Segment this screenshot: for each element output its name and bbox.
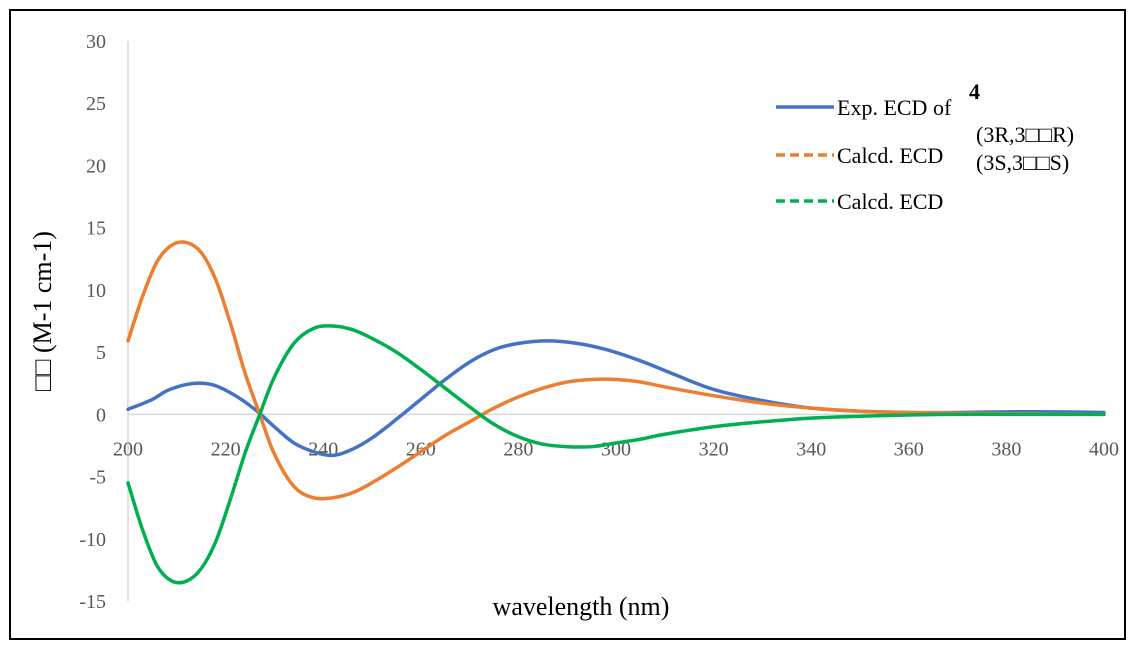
legend-label: Calcd. ECD bbox=[837, 189, 943, 214]
chart-frame: -15 -10 -5 0 5 10 15 20 25 30 200 220 240 260 280 300 32… bbox=[9, 9, 1126, 640]
legend-label: Exp. ECD of bbox=[837, 95, 952, 120]
legend-label: Calcd. ECD bbox=[837, 143, 943, 168]
x-tick-label: 200 bbox=[113, 438, 143, 460]
y-axis-title: □□ (M-1 cm-1) bbox=[28, 231, 57, 391]
y-tick-label: -5 bbox=[89, 467, 106, 489]
legend-config-3s: (3S,3□□S) bbox=[976, 150, 1069, 175]
y-tick-label: -15 bbox=[79, 591, 106, 613]
y-tick-label: 5 bbox=[96, 342, 106, 364]
x-tick-label: 280 bbox=[503, 438, 533, 460]
series-layer bbox=[126, 240, 1106, 585]
series-calcd-ecd-orange-line bbox=[126, 240, 1106, 501]
y-tick-label: 20 bbox=[86, 155, 106, 177]
x-axis-title: wavelength (nm) bbox=[493, 592, 670, 621]
legend-compound-number: 4 bbox=[969, 79, 980, 104]
x-tick-label: 400 bbox=[1089, 438, 1119, 460]
y-tick-label: 15 bbox=[86, 218, 106, 240]
x-tick-label: 340 bbox=[796, 438, 826, 460]
y-tick-label: -10 bbox=[79, 529, 106, 551]
y-tick-label: 0 bbox=[96, 404, 106, 426]
x-tick-label: 360 bbox=[894, 438, 924, 460]
y-tick-label: 25 bbox=[86, 93, 106, 115]
x-tick-label: 380 bbox=[991, 438, 1021, 460]
legend: Exp. ECD of Calcd. ECD Calcd. ECD 4 (3R,3□□R… bbox=[776, 79, 1074, 214]
legend-config-3r: (3R,3□□R) bbox=[976, 122, 1074, 147]
x-tick-label: 220 bbox=[211, 438, 241, 460]
series-calcd-ecd-green-line bbox=[126, 324, 1106, 585]
y-tick-label: 30 bbox=[86, 31, 106, 53]
y-tick-label: 10 bbox=[86, 280, 106, 302]
x-tick-label: 320 bbox=[699, 438, 729, 460]
